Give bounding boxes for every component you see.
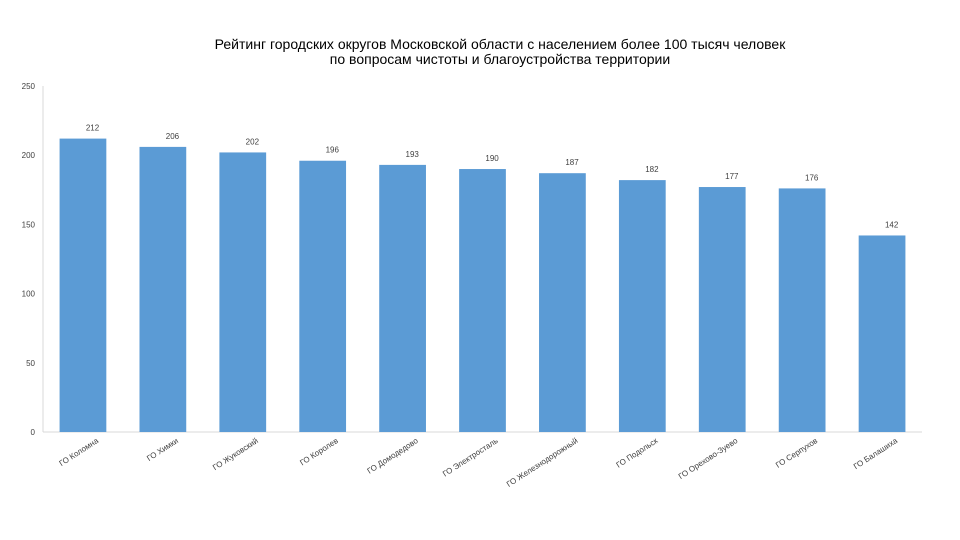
bar [139, 146, 187, 432]
data-label: 177 [725, 172, 739, 181]
data-label: 196 [326, 146, 340, 155]
x-axis-labels: ГО Коломна ГО Химки ГО Жуковский ГО Королев… [58, 436, 900, 489]
data-label: 176 [805, 173, 819, 182]
data-label: 193 [406, 150, 420, 159]
bars [59, 138, 906, 433]
category-label: ГО Жуковский [211, 436, 260, 472]
y-tick-label: 100 [22, 290, 36, 299]
category-label: ГО Балашиха [852, 436, 900, 471]
data-label: 206 [166, 132, 180, 141]
y-tick-label: 50 [26, 359, 35, 368]
category-label: ГО Электросталь [441, 436, 500, 478]
data-label: 190 [485, 154, 499, 163]
category-label: ГО Королев [298, 436, 339, 467]
data-label: 187 [565, 158, 579, 167]
bar [858, 235, 906, 432]
category-label: ГО Коломна [58, 436, 101, 468]
data-label: 212 [86, 124, 100, 133]
category-label: ГО Химки [145, 436, 180, 463]
y-tick-label: 250 [22, 82, 36, 91]
bar [618, 180, 666, 432]
category-label: ГО Серпухов [774, 436, 819, 470]
y-tick-label: 0 [31, 428, 36, 437]
chart-subtitle: по вопросам чистоты и благоустройства те… [329, 51, 671, 67]
bar [59, 138, 107, 433]
category-label: ГО Железнодорожный [505, 436, 580, 489]
category-label: ГО Орехово-Зуево [677, 436, 740, 481]
chart-title: Рейтинг городских округов Московской обл… [214, 36, 786, 52]
y-tick-label: 200 [22, 151, 36, 160]
bar [539, 173, 586, 432]
data-label: 202 [246, 137, 260, 146]
category-label: ГО Домодедово [366, 436, 421, 476]
bar [299, 160, 347, 432]
data-label: 142 [885, 220, 899, 229]
data-labels: 212 206 202 196 193 190 187 182 177 176 142 [86, 124, 899, 230]
bar [459, 169, 506, 433]
y-tick-label: 150 [22, 220, 36, 229]
bar [778, 188, 826, 432]
data-label: 182 [645, 165, 659, 174]
bar [379, 164, 426, 432]
category-label: ГО Подольск [615, 436, 660, 470]
bar [698, 187, 746, 432]
bar [219, 152, 267, 432]
